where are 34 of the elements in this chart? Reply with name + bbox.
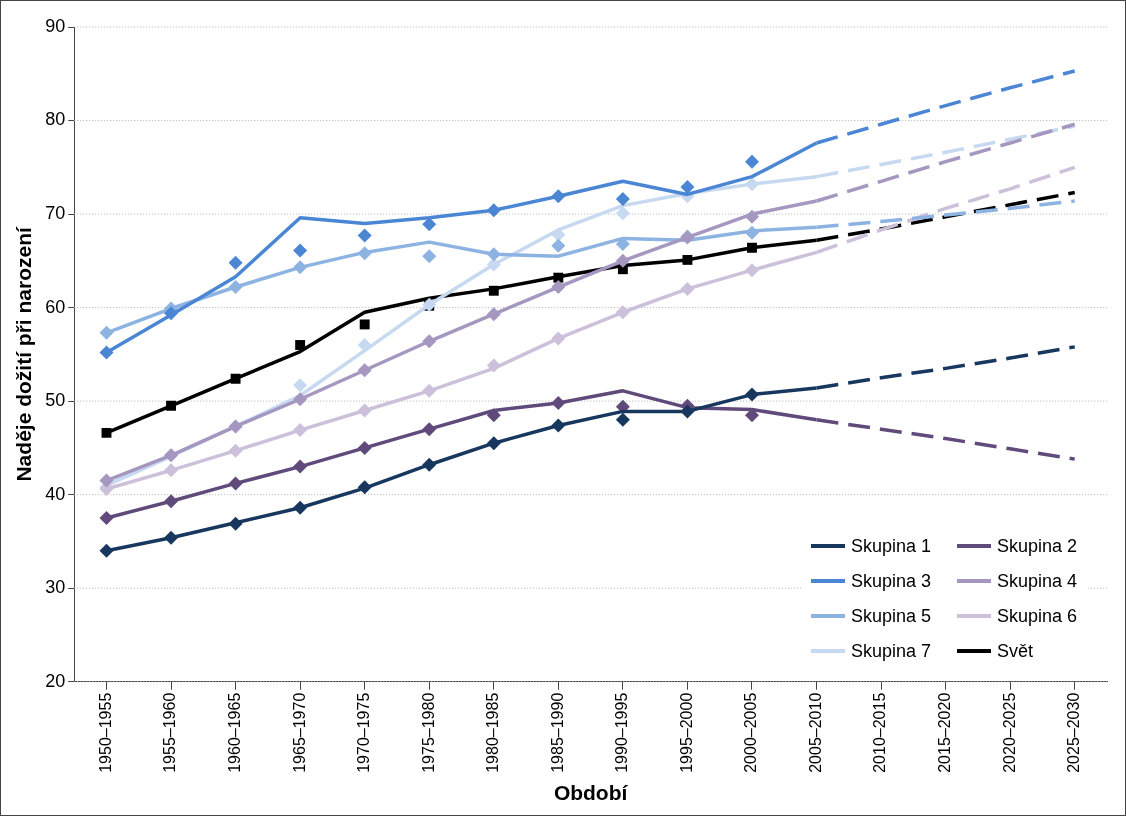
x-tick-label: 1980–1985 bbox=[484, 692, 502, 773]
legend-label: Skupina 3 bbox=[851, 570, 932, 592]
y-tick-label: 80 bbox=[45, 109, 66, 130]
legend-label: Skupina 1 bbox=[851, 535, 932, 557]
x-tick-label: 1950–1955 bbox=[96, 692, 114, 773]
x-tick-label: 1975–1980 bbox=[419, 692, 437, 773]
legend-label: Skupina 7 bbox=[851, 640, 932, 662]
y-tick-label: 40 bbox=[45, 483, 66, 504]
legend-label: Skupina 4 bbox=[997, 570, 1078, 592]
y-tick-label: 30 bbox=[45, 577, 66, 598]
x-tick-label: 2025–2030 bbox=[1065, 692, 1083, 773]
y-axis-title: Naděje dožití při narození bbox=[12, 226, 36, 482]
legend-label: Skupina 2 bbox=[997, 535, 1078, 557]
y-tick-label: 70 bbox=[45, 203, 66, 224]
x-tick-label: 2005–2010 bbox=[806, 692, 824, 773]
x-tick-label: 2000–2005 bbox=[742, 692, 760, 773]
x-tick-label: 2020–2025 bbox=[1000, 692, 1018, 773]
x-axis-title: Období bbox=[553, 781, 629, 805]
x-tick-label: 1985–1990 bbox=[548, 692, 566, 773]
x-tick-label: 1970–1975 bbox=[355, 692, 373, 773]
y-tick-label: 20 bbox=[45, 670, 66, 691]
x-tick-label: 1955–1960 bbox=[161, 692, 179, 773]
legend-label: Svět bbox=[997, 640, 1034, 662]
x-tick-label: 1995–2000 bbox=[677, 692, 695, 773]
x-tick-label: 1965–1970 bbox=[290, 692, 308, 773]
legend-label: Skupina 6 bbox=[997, 605, 1078, 627]
legend-label: Skupina 5 bbox=[851, 605, 932, 627]
x-tick-label: 1990–1995 bbox=[613, 692, 631, 773]
y-tick-label: 60 bbox=[45, 296, 66, 317]
y-tick-label: 90 bbox=[45, 15, 66, 36]
y-tick-label: 50 bbox=[45, 390, 66, 411]
x-tick-label: 1960–1965 bbox=[226, 692, 243, 773]
x-tick-label: 2010–2015 bbox=[871, 692, 889, 773]
x-tick-label: 2015–2020 bbox=[936, 692, 954, 773]
